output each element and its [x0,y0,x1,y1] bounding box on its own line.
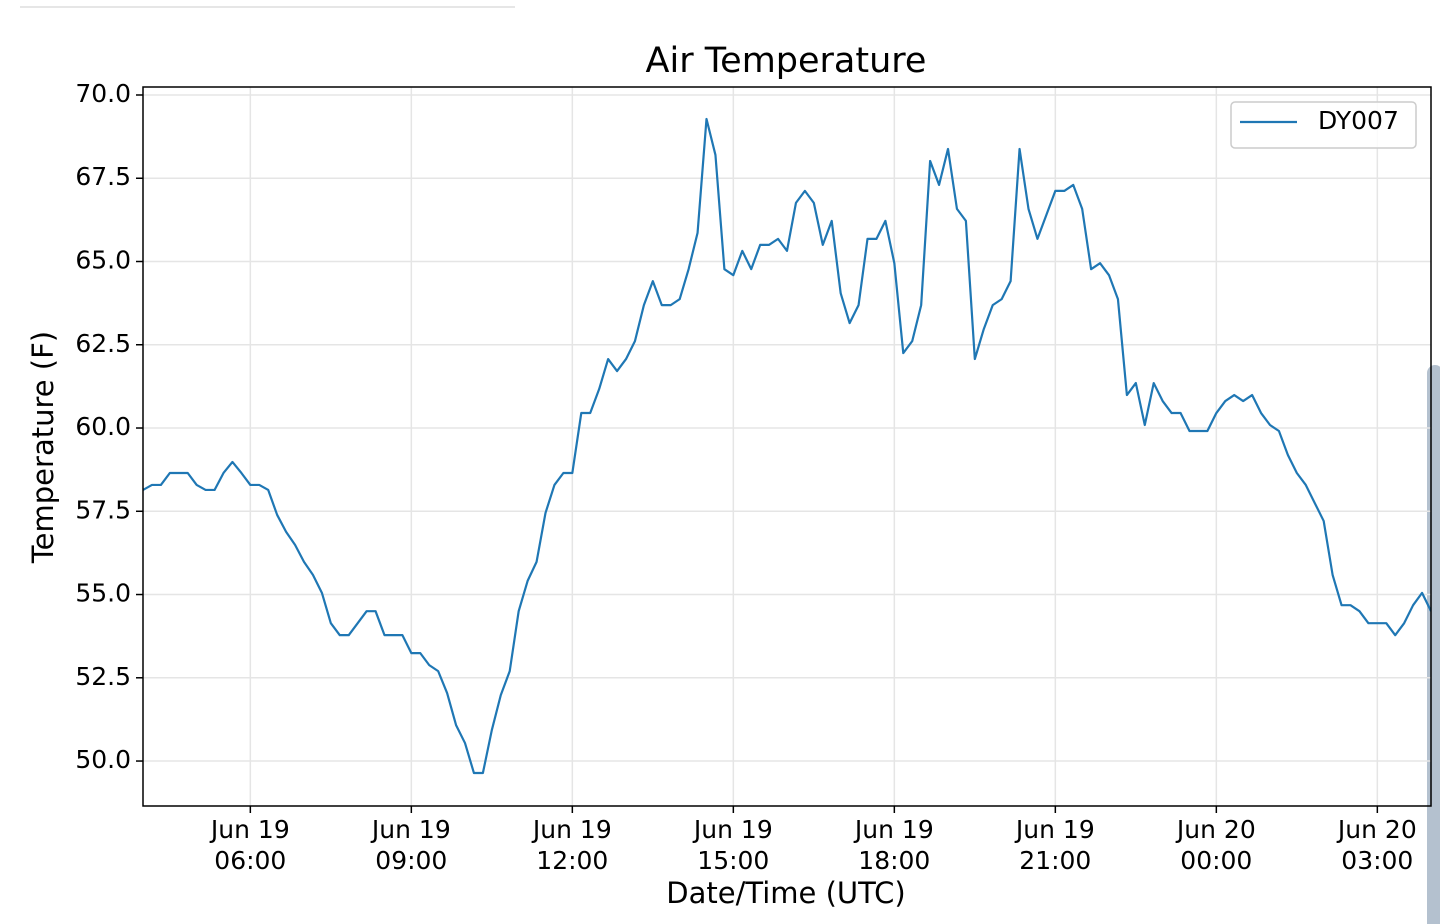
legend-box [1230,101,1417,149]
y-tick-label: 57.5 [75,495,131,524]
y-tick-label: 60.0 [75,412,131,441]
x-axis-label: Date/Time (UTC) [666,876,905,910]
chart-title: Air Temperature [646,41,927,81]
plot-frame [142,86,1432,807]
y-tick-label: 67.5 [75,162,131,191]
data-line [143,117,1431,775]
y-tick-label: 52.5 [75,662,131,691]
y-tick-label: 55.0 [75,579,131,608]
x-tick-label: Jun 19 06:00 [210,815,290,875]
x-tick-label: Jun 19 21:00 [1015,815,1095,875]
y-tick-label: 65.0 [75,246,131,275]
x-tick-label: Jun 19 09:00 [371,815,451,875]
y-tick-label: 70.0 [75,79,131,108]
legend-label: DY007 [1318,106,1399,135]
x-tick-label: Jun 20 03:00 [1337,815,1417,875]
y-axis-label: Temperature (F) [26,331,60,564]
x-tick-label: Jun 19 18:00 [854,815,934,875]
x-tick-label: Jun 19 12:00 [532,815,612,875]
y-tick-label: 62.5 [75,329,131,358]
y-tick-label: 50.0 [75,745,131,774]
scrollbar[interactable] [1427,365,1440,924]
x-tick-label: Jun 19 15:00 [693,815,773,875]
x-tick-label: Jun 20 00:00 [1176,815,1256,875]
